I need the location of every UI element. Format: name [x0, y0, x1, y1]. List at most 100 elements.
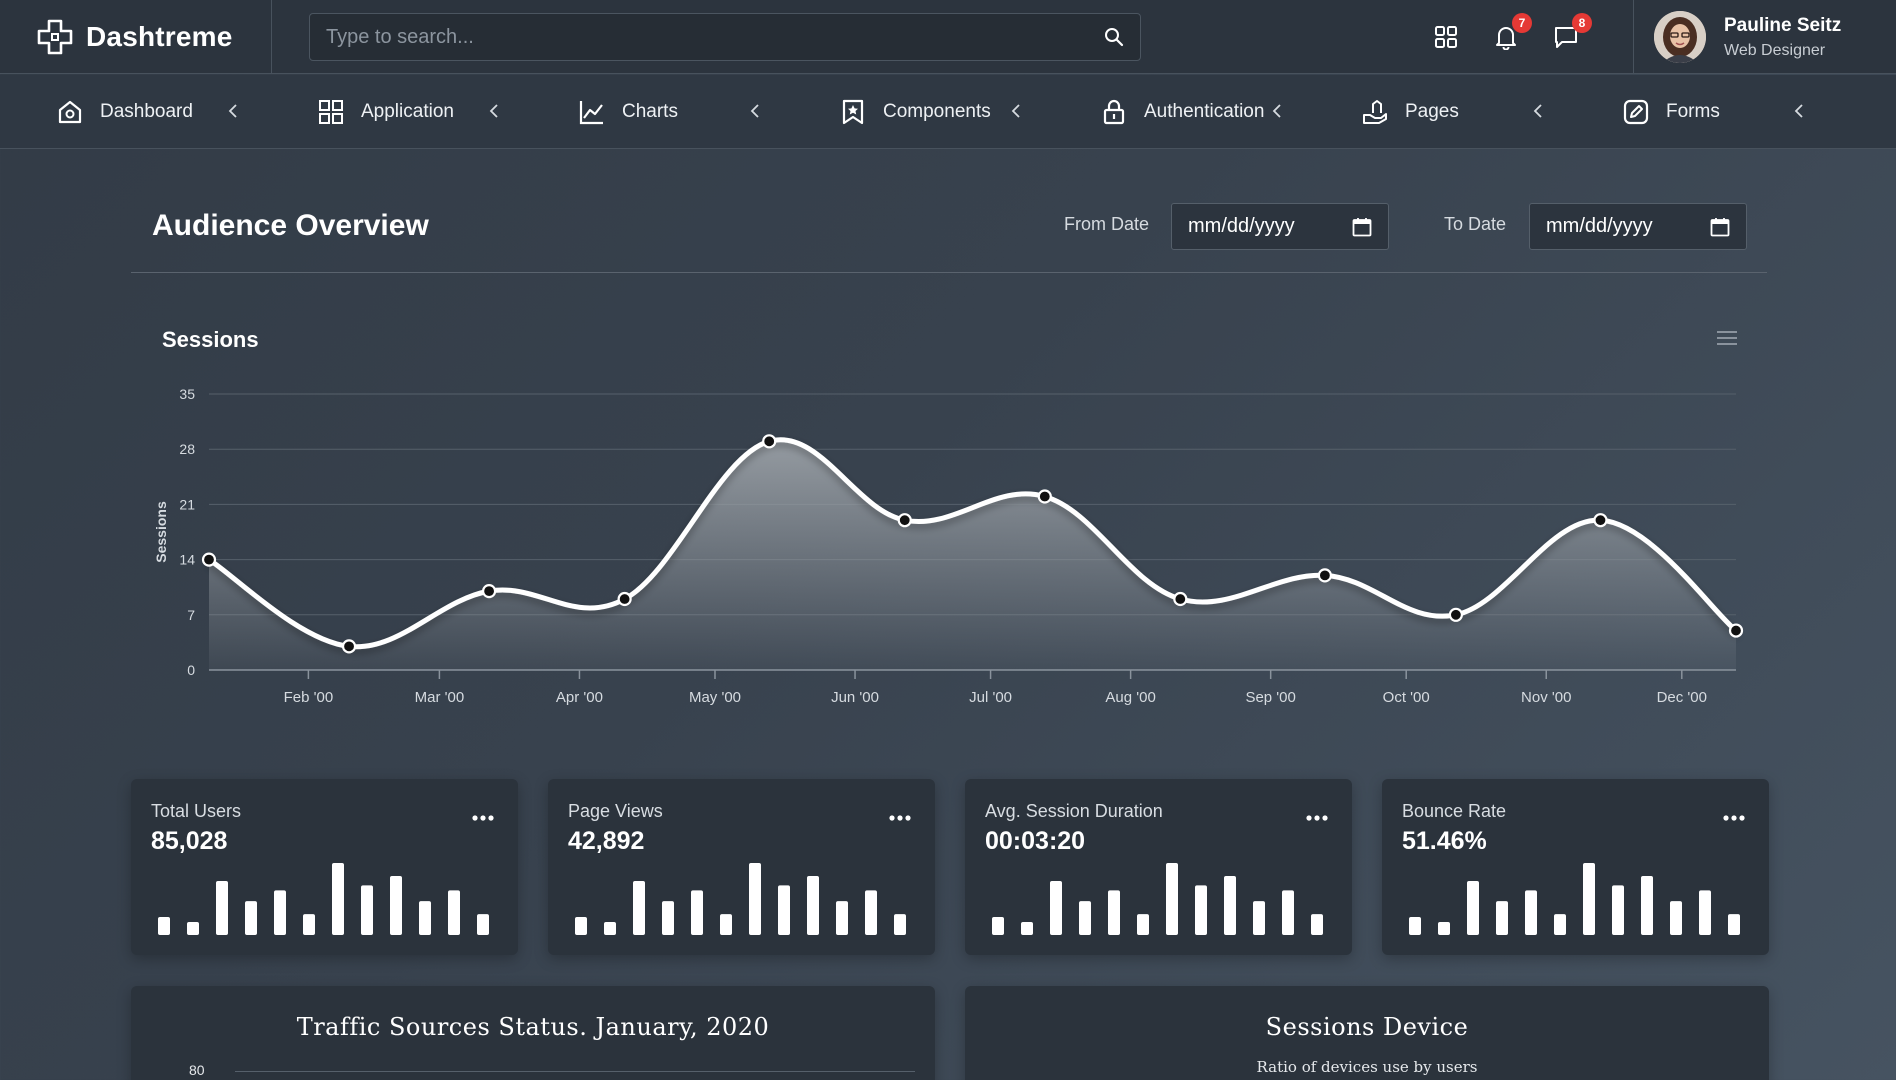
- sparkline-bar: [575, 917, 587, 935]
- nav-label: Charts: [622, 101, 678, 122]
- user-name: Pauline Seitz: [1724, 14, 1842, 36]
- calendar-icon[interactable]: [1352, 217, 1372, 237]
- sparkline-bar: [361, 885, 373, 935]
- more-options-icon[interactable]: [1723, 815, 1745, 821]
- sparkline-bar: [1311, 914, 1323, 935]
- main-nav: Dashboard Application Charts Components: [0, 75, 1896, 149]
- nav-item-forms[interactable]: Forms: [1566, 75, 1827, 149]
- sparkline-bar: [1670, 901, 1682, 935]
- sparkline-bar: [216, 881, 228, 935]
- more-options-icon[interactable]: [889, 815, 911, 821]
- sparkline-bar: [662, 901, 674, 935]
- sparkline-bar: [604, 922, 616, 935]
- hand-pages-icon: [1363, 100, 1387, 124]
- panel-title: Traffic Sources Status. January, 2020: [296, 1013, 770, 1041]
- calendar-icon[interactable]: [1710, 217, 1730, 237]
- data-point: [201, 552, 217, 567]
- chart-menu-icon[interactable]: [1716, 330, 1738, 346]
- sparkline-bars: [575, 863, 906, 935]
- sparkline-bar: [836, 901, 848, 935]
- avatar[interactable]: [1654, 11, 1706, 63]
- sparkline-bar: [187, 922, 199, 935]
- sparkline-bar: [865, 890, 877, 935]
- sparkline-bar: [448, 890, 460, 935]
- data-point: [1173, 591, 1188, 607]
- x-tick-label: Feb '00: [284, 689, 334, 706]
- nav-item-pages[interactable]: Pages: [1305, 75, 1566, 149]
- y-tick-label: 80: [189, 1062, 205, 1078]
- chevron-left-icon[interactable]: [1793, 102, 1805, 120]
- messages-badge: 8: [1572, 13, 1592, 33]
- apps-grid-button[interactable]: [1430, 21, 1462, 53]
- search-box[interactable]: [309, 13, 1141, 61]
- stat-label: Avg. Session Duration: [985, 801, 1163, 821]
- series-area: [209, 439, 1736, 670]
- sparkline-bar: [245, 901, 257, 935]
- header-actions: 7 8: [1430, 0, 1592, 74]
- notifications-button[interactable]: 7: [1490, 13, 1532, 53]
- chevron-left-icon[interactable]: [488, 102, 500, 120]
- section-divider: [131, 272, 1767, 273]
- brand[interactable]: Dashtreme: [0, 0, 272, 74]
- nav-label: Pages: [1405, 101, 1459, 122]
- sparkline-bar: [1108, 890, 1120, 935]
- sparkline-bar: [1021, 922, 1033, 935]
- nav-item-charts[interactable]: Charts: [522, 75, 783, 149]
- x-tick-label: May '00: [689, 689, 741, 706]
- x-tick-label: Aug '00: [1105, 689, 1155, 706]
- sparkline-bar: [1438, 922, 1450, 935]
- y-tick-label: 21: [179, 496, 195, 512]
- data-point: [617, 591, 632, 607]
- x-tick-label: Apr '00: [556, 689, 603, 706]
- stat-card-page-views: Page Views 42,892: [548, 779, 935, 955]
- chevron-left-icon[interactable]: [749, 102, 761, 120]
- data-point: [482, 584, 497, 599]
- panel-subtitle: Ratio of devices use by users: [1256, 1058, 1478, 1076]
- nav-item-components[interactable]: Components: [783, 75, 1044, 149]
- nav-item-authentication[interactable]: Authentication: [1044, 75, 1305, 149]
- user-info: Pauline Seitz Web Designer: [1724, 15, 1841, 60]
- sparkline-bar: [1137, 914, 1149, 935]
- grid-icon: [319, 100, 343, 124]
- stat-label: Page Views: [568, 801, 663, 821]
- sparkline-bar: [1641, 875, 1653, 935]
- more-options-icon[interactable]: [472, 815, 494, 821]
- sparkline-bar: [1050, 881, 1062, 935]
- chart-title: Sessions: [162, 327, 259, 352]
- messages-button[interactable]: 8: [1550, 13, 1592, 53]
- data-point: [341, 639, 357, 654]
- chevron-left-icon[interactable]: [1010, 102, 1022, 120]
- sparkline-bar: [1282, 890, 1294, 935]
- sparkline-bar: [807, 875, 819, 935]
- sparkline-bar: [1195, 885, 1207, 935]
- user-profile[interactable]: Pauline Seitz Web Designer: [1633, 0, 1896, 74]
- chevron-left-icon[interactable]: [1271, 102, 1283, 120]
- page-title: Audience Overview: [152, 209, 429, 242]
- chevron-left-icon[interactable]: [227, 102, 239, 120]
- more-options-icon[interactable]: [1306, 815, 1328, 821]
- data-point: [1728, 623, 1744, 638]
- stat-value: 00:03:20: [985, 827, 1086, 855]
- line-chart-icon: [579, 101, 603, 125]
- to-date-input[interactable]: mm/dd/yyyy: [1529, 203, 1747, 250]
- nav-item-application[interactable]: Application: [261, 75, 522, 149]
- to-date-label: To Date: [1444, 214, 1507, 234]
- sparkline-bar: [1166, 863, 1178, 935]
- sparkline-bar: [1496, 901, 1508, 935]
- data-point: [1593, 513, 1608, 528]
- edit-icon: [1623, 99, 1649, 125]
- sparkline-bar: [1467, 881, 1479, 935]
- search-input[interactable]: [326, 25, 1104, 49]
- brand-name: Dashtreme: [86, 20, 233, 52]
- traffic-sources-panel: Traffic Sources Status. January, 2020 80: [131, 986, 935, 1080]
- y-tick-label: 35: [179, 386, 195, 402]
- y-tick-label: 14: [179, 552, 195, 568]
- chevron-left-icon[interactable]: [1532, 102, 1544, 120]
- from-date-input[interactable]: mm/dd/yyyy: [1171, 203, 1389, 250]
- sparkline-bar: [1728, 914, 1740, 935]
- sparkline-bar: [1554, 914, 1566, 935]
- nav-item-dashboard[interactable]: Dashboard: [0, 75, 261, 149]
- search-icon[interactable]: [1104, 27, 1124, 47]
- sparkline-bar: [894, 914, 906, 935]
- x-tick-label: Dec '00: [1657, 689, 1707, 706]
